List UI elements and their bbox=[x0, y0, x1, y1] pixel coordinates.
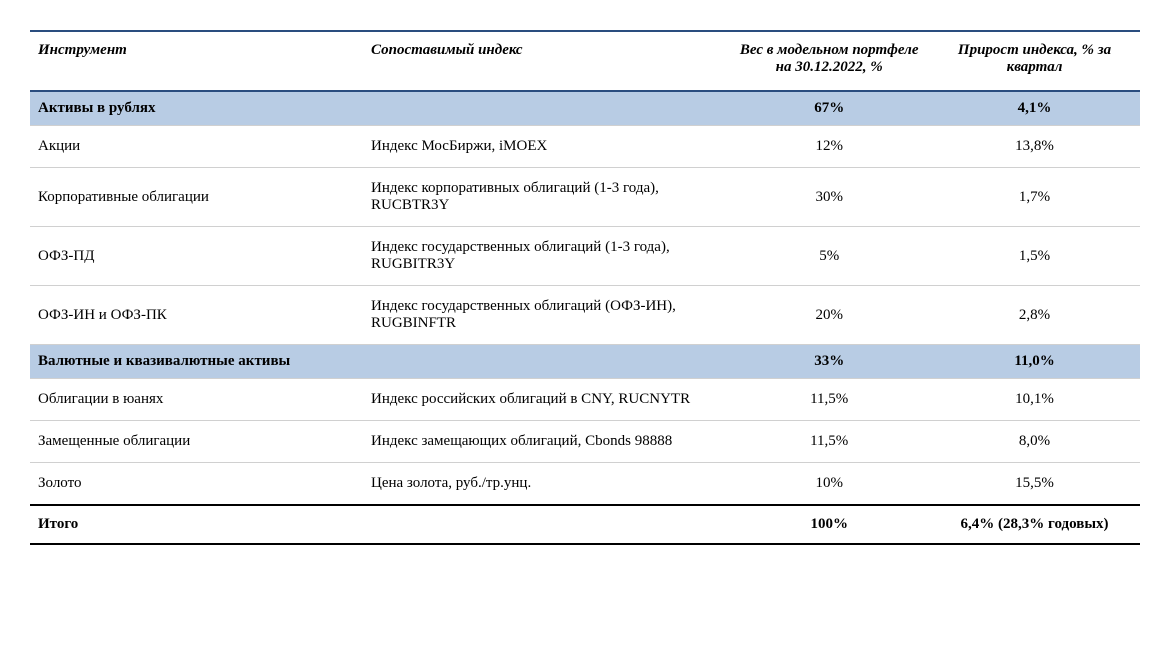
cell-weight: 30% bbox=[729, 168, 929, 227]
total-weight: 100% bbox=[729, 505, 929, 544]
section-growth: 4,1% bbox=[929, 91, 1140, 126]
cell-index: Индекс государственных облигаций (1-3 го… bbox=[363, 227, 729, 286]
section-title: Валютные и квазивалютные активы bbox=[30, 345, 363, 379]
section-weight: 67% bbox=[729, 91, 929, 126]
cell-weight: 10% bbox=[729, 463, 929, 506]
cell-growth: 10,1% bbox=[929, 379, 1140, 421]
cell-growth: 1,7% bbox=[929, 168, 1140, 227]
section-empty bbox=[363, 91, 729, 126]
cell-growth: 15,5% bbox=[929, 463, 1140, 506]
section-row: Активы в рублях 67% 4,1% bbox=[30, 91, 1140, 126]
cell-growth: 2,8% bbox=[929, 286, 1140, 345]
cell-index: Индекс российских облигаций в CNY, RUCNY… bbox=[363, 379, 729, 421]
total-empty bbox=[363, 505, 729, 544]
cell-index: Индекс государственных облигаций (ОФЗ-ИН… bbox=[363, 286, 729, 345]
table-row: Акции Индекс МосБиржи, iMOEX 12% 13,8% bbox=[30, 126, 1140, 168]
total-row: Итого 100% 6,4% (28,3% годовых) bbox=[30, 505, 1140, 544]
section-weight: 33% bbox=[729, 345, 929, 379]
cell-instrument: Замещенные облигации bbox=[30, 421, 363, 463]
cell-index: Индекс корпоративных облигаций (1-3 года… bbox=[363, 168, 729, 227]
cell-growth: 13,8% bbox=[929, 126, 1140, 168]
section-empty bbox=[363, 345, 729, 379]
table-row: Облигации в юанях Индекс российских обли… bbox=[30, 379, 1140, 421]
portfolio-table-container: Инструмент Сопоставимый индекс Вес в мод… bbox=[30, 30, 1140, 545]
section-title: Активы в рублях bbox=[30, 91, 363, 126]
table-row: ОФЗ-ИН и ОФЗ-ПК Индекс государственных о… bbox=[30, 286, 1140, 345]
cell-instrument: ОФЗ-ИН и ОФЗ-ПК bbox=[30, 286, 363, 345]
cell-index: Индекс замещающих облигаций, Cbonds 9888… bbox=[363, 421, 729, 463]
col-header-index: Сопоставимый индекс bbox=[363, 31, 729, 91]
table-row: Корпоративные облигации Индекс корпорати… bbox=[30, 168, 1140, 227]
cell-index: Индекс МосБиржи, iMOEX bbox=[363, 126, 729, 168]
cell-weight: 11,5% bbox=[729, 421, 929, 463]
section-row: Валютные и квазивалютные активы 33% 11,0… bbox=[30, 345, 1140, 379]
cell-growth: 8,0% bbox=[929, 421, 1140, 463]
cell-instrument: Акции bbox=[30, 126, 363, 168]
cell-index: Цена золота, руб./тр.унц. bbox=[363, 463, 729, 506]
cell-weight: 5% bbox=[729, 227, 929, 286]
col-header-instrument: Инструмент bbox=[30, 31, 363, 91]
total-growth: 6,4% (28,3% годовых) bbox=[929, 505, 1140, 544]
cell-instrument: Золото bbox=[30, 463, 363, 506]
table-row: Золото Цена золота, руб./тр.унц. 10% 15,… bbox=[30, 463, 1140, 506]
table-row: ОФЗ-ПД Индекс государственных облигаций … bbox=[30, 227, 1140, 286]
section-growth: 11,0% bbox=[929, 345, 1140, 379]
header-row: Инструмент Сопоставимый индекс Вес в мод… bbox=[30, 31, 1140, 91]
cell-instrument: Облигации в юанях bbox=[30, 379, 363, 421]
cell-growth: 1,5% bbox=[929, 227, 1140, 286]
portfolio-table: Инструмент Сопоставимый индекс Вес в мод… bbox=[30, 30, 1140, 545]
cell-weight: 20% bbox=[729, 286, 929, 345]
cell-instrument: ОФЗ-ПД bbox=[30, 227, 363, 286]
cell-weight: 11,5% bbox=[729, 379, 929, 421]
col-header-growth: Прирост индекса, % за квартал bbox=[929, 31, 1140, 91]
table-row: Замещенные облигации Индекс замещающих о… bbox=[30, 421, 1140, 463]
total-label: Итого bbox=[30, 505, 363, 544]
cell-instrument: Корпоративные облигации bbox=[30, 168, 363, 227]
col-header-weight: Вес в модельном портфеле на 30.12.2022, … bbox=[729, 31, 929, 91]
cell-weight: 12% bbox=[729, 126, 929, 168]
